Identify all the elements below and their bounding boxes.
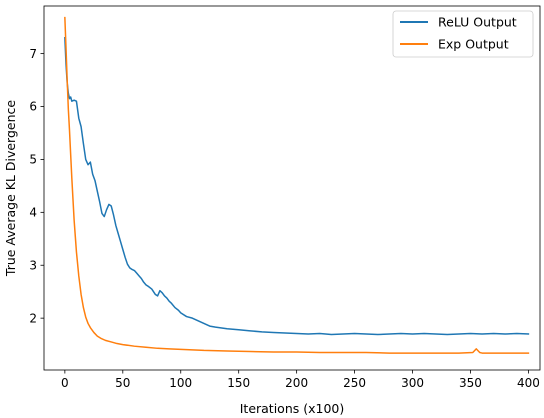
x-tick-label: 250 — [343, 376, 366, 390]
y-axis-ticks: 2 3 4 5 6 7 — [29, 47, 44, 325]
y-tick-label: 2 — [29, 311, 37, 325]
x-axis-label: Iterations (x100) — [240, 401, 345, 416]
x-axis-ticks: 0 50 100 150 200 250 300 350 400 — [61, 370, 540, 390]
series-layer — [64, 16, 530, 354]
y-tick-label: 5 — [29, 153, 37, 167]
x-tick-label: 200 — [285, 376, 308, 390]
legend: ReLU Output Exp Output — [392, 10, 534, 58]
x-tick-label: 350 — [459, 376, 482, 390]
series-line-exp-output — [64, 16, 530, 354]
y-tick-label: 7 — [29, 47, 37, 61]
x-tick-label: 100 — [169, 376, 192, 390]
x-tick-label: 0 — [61, 376, 69, 390]
y-axis-label: True Average KL Divergence — [3, 100, 18, 277]
y-tick-label: 3 — [29, 258, 37, 272]
x-tick-label: 150 — [227, 376, 250, 390]
x-tick-label: 300 — [401, 376, 424, 390]
y-tick-label: 6 — [29, 100, 37, 114]
plot-area — [44, 6, 540, 370]
series-line-relu-output — [64, 36, 530, 336]
axes-frame — [43, 5, 541, 371]
y-tick-label: 4 — [29, 206, 37, 220]
x-tick-label: 400 — [517, 376, 540, 390]
legend-label-relu: ReLU Output — [438, 15, 517, 30]
x-tick-label: 50 — [115, 376, 130, 390]
legend-label-exp: Exp Output — [438, 37, 509, 52]
